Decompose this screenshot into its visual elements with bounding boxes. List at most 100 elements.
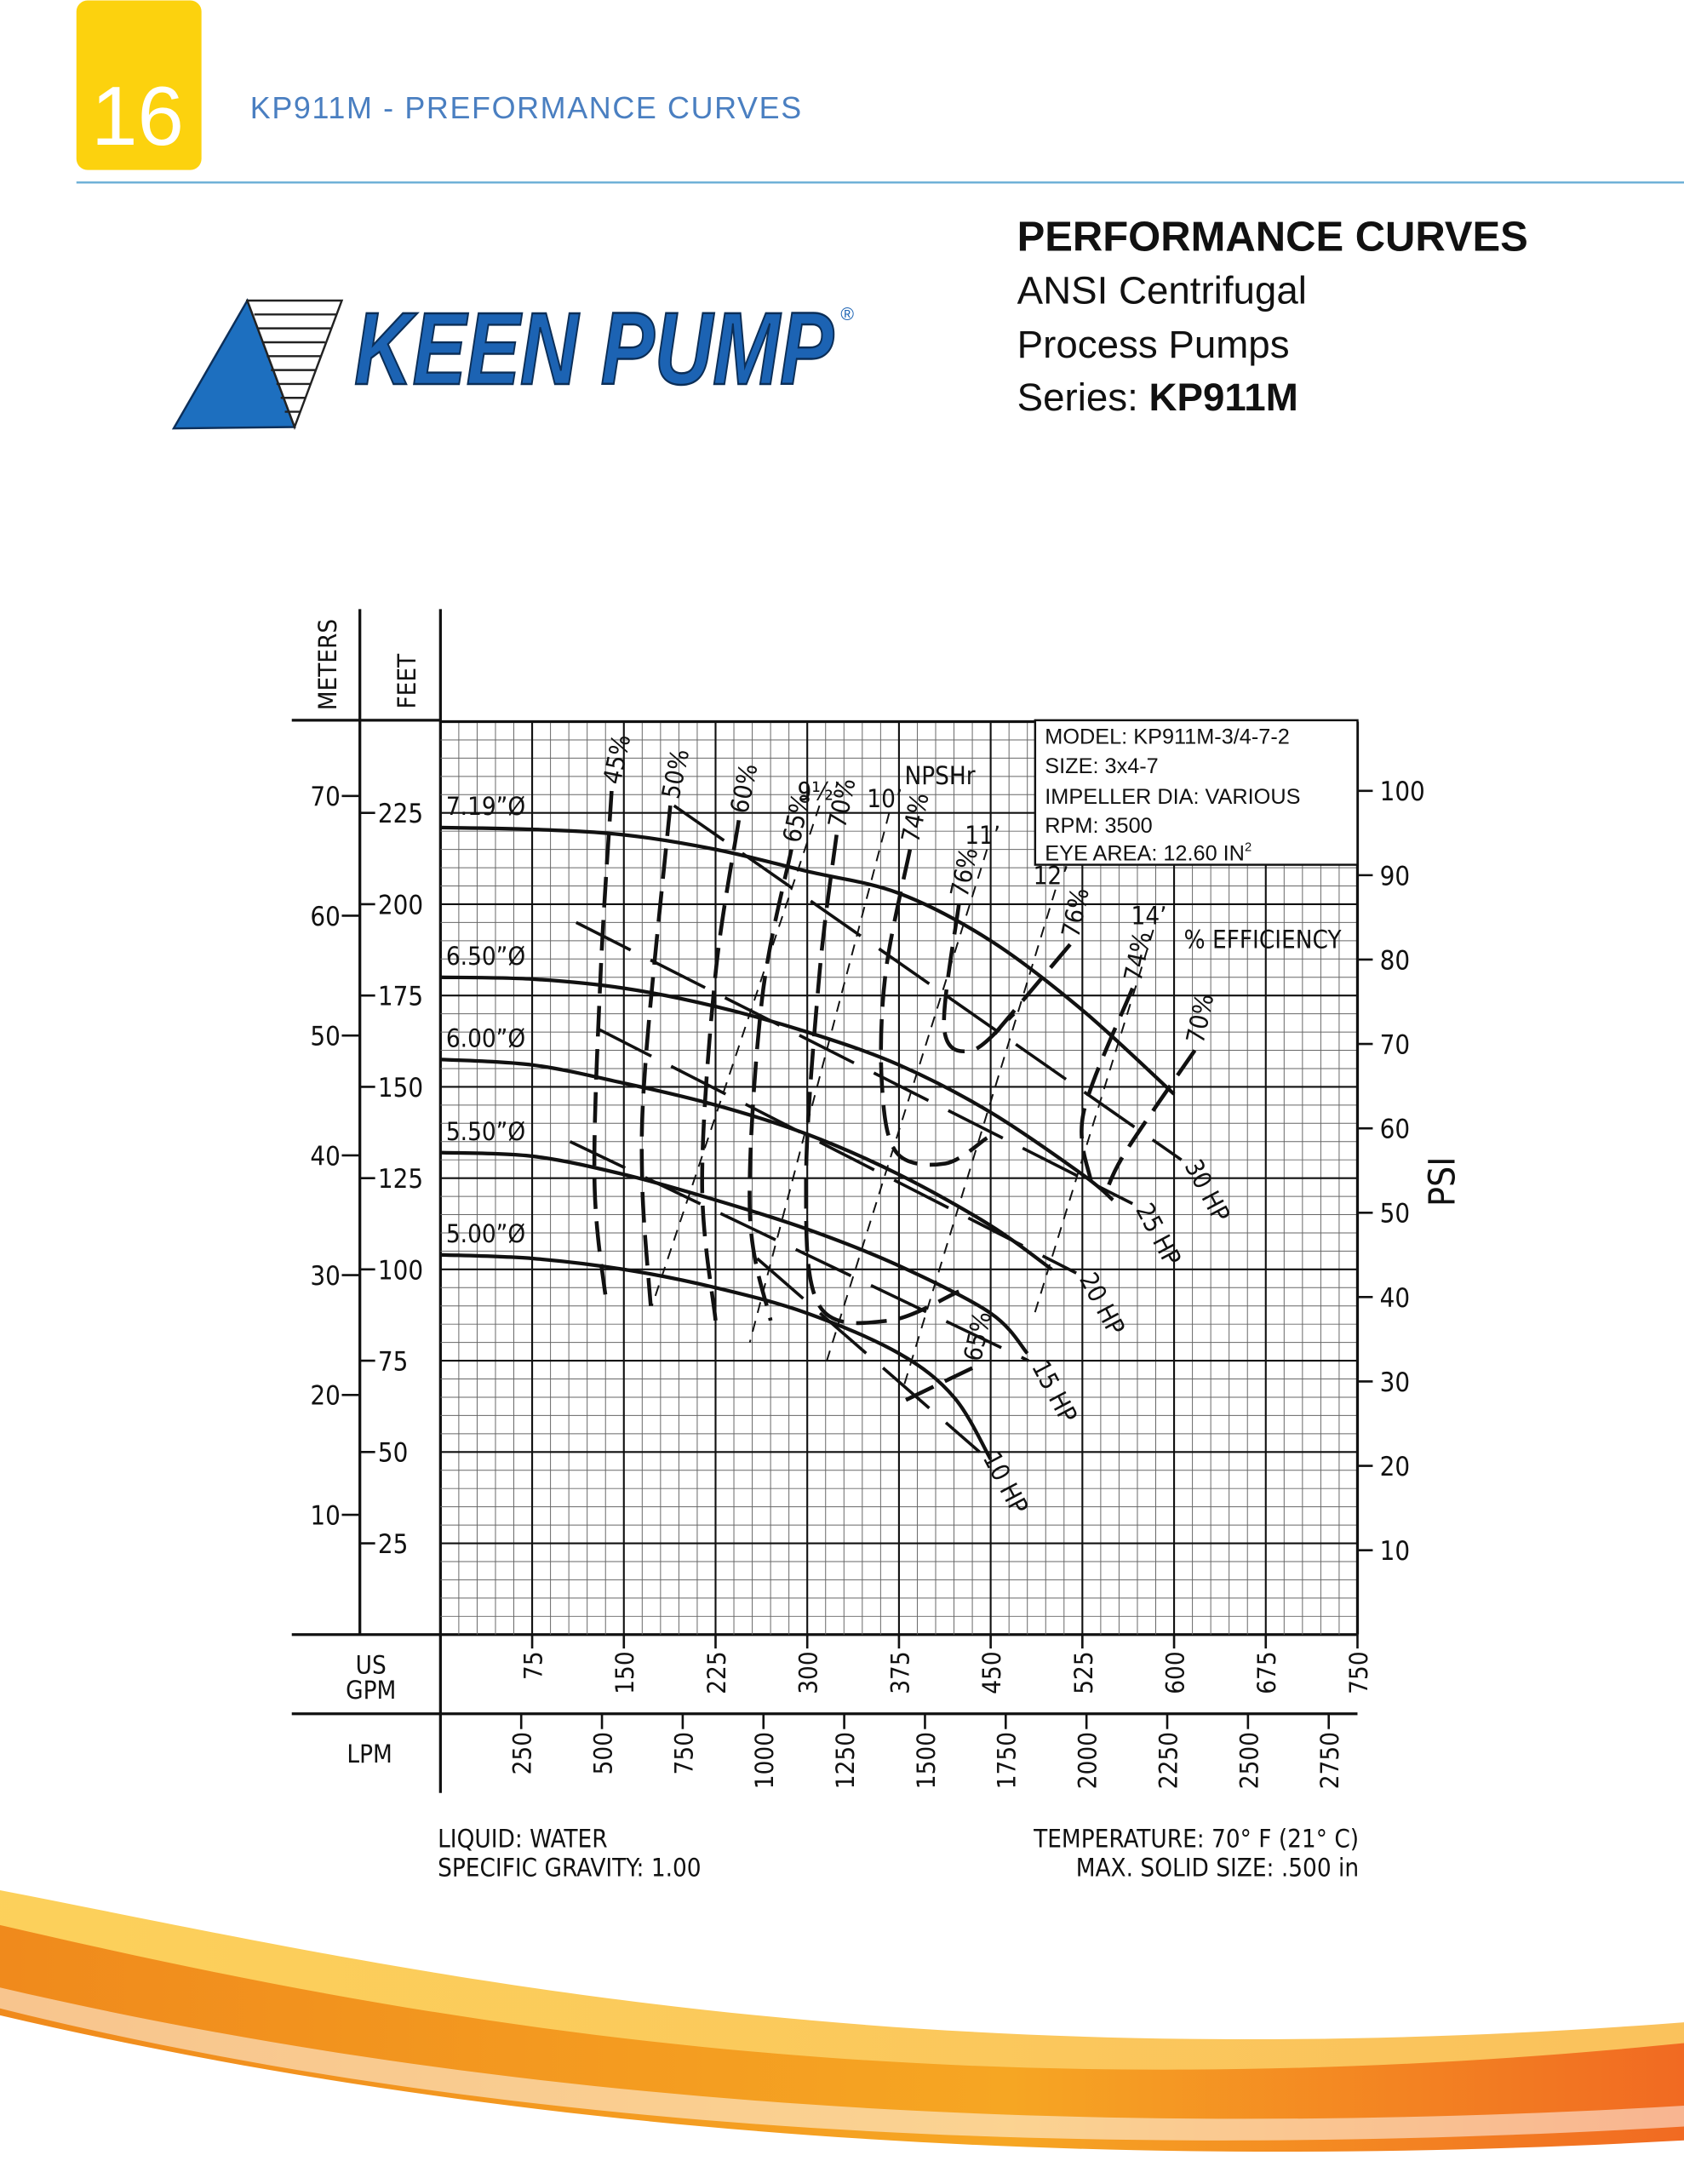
x-tick-label: 600 bbox=[1160, 1651, 1189, 1694]
power-curve bbox=[756, 1257, 981, 1453]
x2-tick-label: 1250 bbox=[831, 1732, 860, 1789]
condition: SPECIFIC GRAVITY: 1.00 bbox=[438, 1854, 702, 1883]
eye-area: EYE AREA: 12.60 IN bbox=[1045, 842, 1245, 866]
x2-tick-label: 250 bbox=[508, 1732, 537, 1774]
efficiency-curve-label: 76% bbox=[945, 845, 983, 900]
page-number-box bbox=[76, 0, 202, 170]
y-tick-label: 200 bbox=[378, 890, 423, 920]
npshr-curve-label: 14’ bbox=[1131, 901, 1167, 930]
npshr-curve bbox=[1034, 929, 1154, 1314]
info-box bbox=[1034, 719, 1359, 866]
y2-tick-label: 20 bbox=[310, 1381, 340, 1412]
y-tick-label: 175 bbox=[378, 982, 423, 1012]
x-tick-label: 750 bbox=[1344, 1651, 1373, 1694]
npshr-curve-label: 12’ bbox=[1034, 861, 1069, 890]
npshr-curve bbox=[902, 889, 1057, 1390]
efficiency-curve bbox=[639, 805, 673, 1306]
footer-swoosh bbox=[0, 1890, 1684, 2152]
chart-frame bbox=[291, 609, 1358, 1793]
x-axis-label: US bbox=[356, 1650, 387, 1679]
x-tick-label: 450 bbox=[977, 1651, 1006, 1694]
info-line: RPM: 3500 bbox=[1045, 814, 1152, 838]
heading-line: Process Pumps bbox=[1017, 323, 1290, 366]
x2-tick-label: 500 bbox=[588, 1732, 617, 1774]
swoosh-band bbox=[0, 1890, 1684, 2072]
x2-tick-label: 1750 bbox=[993, 1732, 1022, 1789]
head-curve bbox=[440, 1253, 993, 1460]
x-tick-label: 75 bbox=[518, 1651, 547, 1680]
condition: LIQUID: WATER bbox=[438, 1824, 608, 1853]
power-curve bbox=[575, 920, 1134, 1206]
y-tick-label: 150 bbox=[378, 1073, 423, 1103]
heading-series: Series: KP911M bbox=[1017, 375, 1298, 419]
logo-stripes-box bbox=[245, 299, 344, 431]
efficiency-curve bbox=[985, 943, 1072, 1045]
x2-tick-label: 750 bbox=[669, 1732, 698, 1774]
npshr-label: NPSHr bbox=[904, 761, 975, 790]
x2-tick-label: 2250 bbox=[1154, 1732, 1183, 1789]
x-tick-label: 225 bbox=[702, 1651, 731, 1694]
power-curve-label: 10 HP bbox=[977, 1447, 1034, 1519]
y2-tick-label: 50 bbox=[310, 1022, 340, 1052]
head-curve bbox=[440, 1150, 1029, 1355]
y3-tick-label: 60 bbox=[1380, 1115, 1410, 1145]
efficiency-curve bbox=[942, 903, 1016, 1054]
y3-axis-label: PSI bbox=[1423, 1156, 1464, 1207]
head-curve bbox=[440, 975, 1114, 1201]
condition: MAX. SOLID SIZE: .500 in bbox=[1076, 1854, 1359, 1883]
power-curve-label: 25 HP bbox=[1130, 1199, 1187, 1271]
efficiency-curve bbox=[896, 1366, 974, 1407]
efficiency-curve-label: 50% bbox=[656, 747, 695, 802]
y2-tick-label: 40 bbox=[310, 1141, 340, 1172]
efficiency-curve-label: 76% bbox=[1056, 886, 1094, 941]
page-number: 16 bbox=[91, 69, 184, 163]
efficiency-curve bbox=[1103, 1049, 1197, 1198]
info-line: SIZE: 3x4-7 bbox=[1045, 754, 1158, 778]
head-curve bbox=[440, 1058, 1053, 1271]
y-tick-label: 100 bbox=[378, 1255, 423, 1286]
y2-tick-label: 10 bbox=[310, 1500, 340, 1531]
y3-tick-label: 100 bbox=[1380, 777, 1425, 807]
y-axis-label: FEET bbox=[392, 653, 421, 709]
y3-tick-label: 80 bbox=[1380, 945, 1410, 976]
y3-tick-label: 30 bbox=[1380, 1367, 1410, 1398]
npshr-curve-label: 11’ bbox=[965, 821, 1000, 850]
y-tick-label: 225 bbox=[378, 799, 423, 829]
series-label: Series: bbox=[1017, 375, 1149, 419]
head-curve-label: 5.00”Ø bbox=[446, 1219, 525, 1248]
y2-axis-label: METERS bbox=[313, 619, 342, 710]
head-curve-label: 5.50”Ø bbox=[446, 1117, 525, 1146]
x-tick-label: 150 bbox=[610, 1651, 639, 1694]
y3-tick-label: 40 bbox=[1380, 1283, 1410, 1314]
head-curve bbox=[440, 825, 1176, 1096]
logo-stripes bbox=[254, 313, 336, 413]
y-tick-label: 125 bbox=[378, 1164, 423, 1195]
y-tick-label: 75 bbox=[378, 1347, 408, 1378]
x2-axis-label: LPM bbox=[347, 1740, 392, 1768]
npshr-curve bbox=[748, 812, 891, 1343]
efficiency-curve bbox=[879, 849, 988, 1167]
efficiency-curve bbox=[747, 849, 793, 1321]
power-curve bbox=[569, 1140, 1029, 1362]
header-title: KP911M - PREFORMANCE CURVES bbox=[250, 91, 803, 125]
y2-tick-label: 60 bbox=[310, 902, 340, 932]
y2-tick-label: 30 bbox=[310, 1261, 340, 1292]
series-name: KP911M bbox=[1149, 375, 1298, 419]
x2-tick-label: 1500 bbox=[912, 1732, 941, 1789]
y3-tick-label: 20 bbox=[1380, 1452, 1410, 1482]
efficiency-label: % EFFICIENCY bbox=[1183, 926, 1342, 954]
x2-tick-label: 2750 bbox=[1315, 1732, 1344, 1789]
y-tick-label: 25 bbox=[378, 1529, 408, 1560]
y3-tick-label: 10 bbox=[1380, 1536, 1410, 1567]
efficiency-curve-label: 60% bbox=[725, 761, 763, 817]
x-tick-label: 525 bbox=[1069, 1651, 1098, 1694]
power-curve bbox=[673, 804, 1183, 1161]
efficiency-curve-label: 70% bbox=[1181, 991, 1219, 1046]
y-tick-label: 50 bbox=[378, 1438, 408, 1469]
efficiency-curve bbox=[1080, 987, 1135, 1183]
condition: TEMPERATURE: 70° F (21° C) bbox=[1033, 1824, 1359, 1853]
info-line: IMPELLER DIA: VARIOUS bbox=[1045, 785, 1300, 809]
ticks bbox=[341, 721, 1373, 1729]
